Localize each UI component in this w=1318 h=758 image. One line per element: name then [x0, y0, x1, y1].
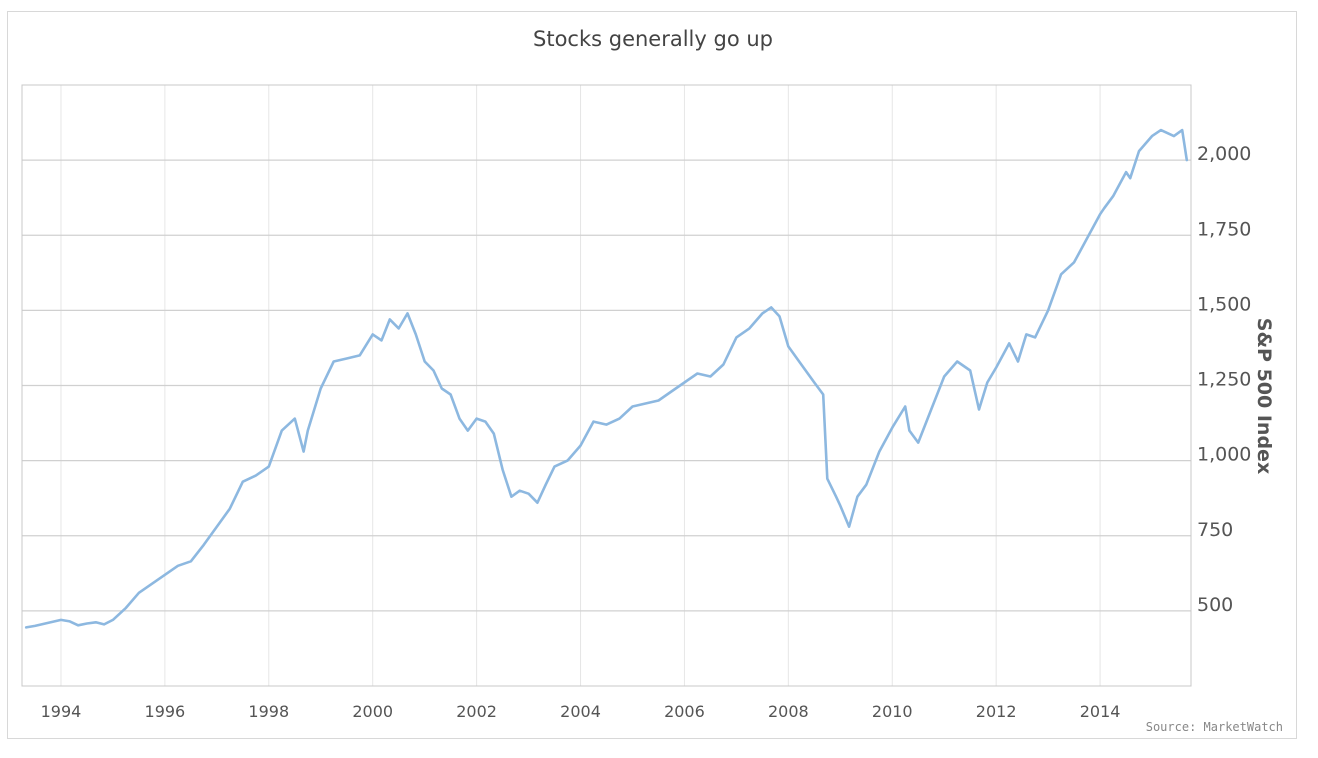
y-tick-label: 1,000 — [1197, 444, 1251, 466]
x-tick-label: 2008 — [768, 702, 809, 721]
chart-svg: Stocks generally go up 500 750 1,000 1,250 1… — [21, 27, 1283, 734]
x-tick-label: 1998 — [248, 702, 289, 721]
x-tick-label: 2012 — [976, 702, 1017, 721]
x-tick-label: 2010 — [872, 702, 913, 721]
x-tick-label: 2014 — [1080, 702, 1121, 721]
chart-title: Stocks generally go up — [533, 27, 773, 51]
horizontal-gridlines — [22, 159, 1191, 612]
chart-frame: Stocks generally go up 500 750 1,000 1,250 1… — [7, 11, 1297, 739]
y-tick-label: 750 — [1197, 519, 1233, 541]
y-tick-label: 500 — [1197, 594, 1233, 616]
source-note: Source: MarketWatch — [1146, 720, 1283, 734]
x-tick-label: 2002 — [456, 702, 497, 721]
y-tick-labels: 500 750 1,000 1,250 1,500 1,750 2,000 — [1197, 143, 1251, 616]
series-line — [24, 128, 1189, 629]
y-axis-label: S&P 500 Index — [1253, 318, 1275, 474]
x-tick-label: 2004 — [560, 702, 601, 721]
plot-area-border — [21, 84, 1192, 687]
y-tick-label: 2,000 — [1197, 143, 1251, 165]
y-tick-label: 1,250 — [1197, 369, 1251, 391]
series-layer — [24, 128, 1189, 629]
x-tick-label: 1994 — [41, 702, 82, 721]
x-tick-label: 2000 — [352, 702, 393, 721]
y-tick-label: 1,500 — [1197, 293, 1251, 315]
x-tick-label: 1996 — [145, 702, 186, 721]
x-tick-labels: 1994 1996 1998 2000 2002 2004 2006 2008 2010 2012… — [41, 702, 1121, 721]
x-tick-label: 2006 — [664, 702, 705, 721]
y-tick-label: 1,750 — [1197, 218, 1251, 240]
